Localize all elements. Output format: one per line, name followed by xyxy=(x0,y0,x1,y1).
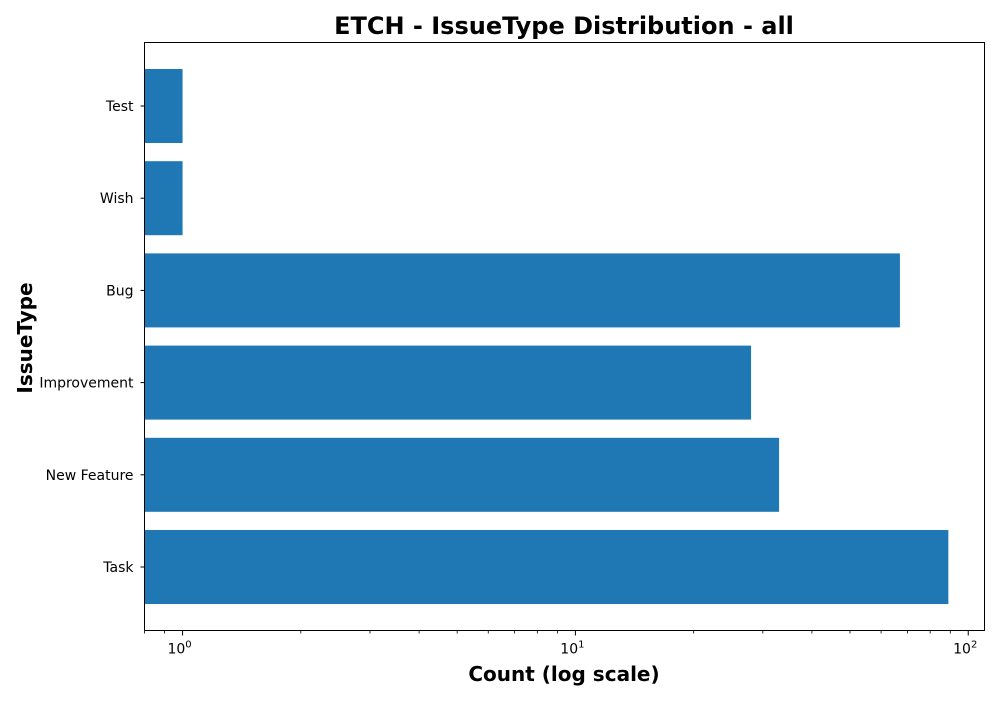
bar-new-feature xyxy=(144,437,780,512)
y-axis-ticks: Test Wish Bug Improvement New Feature Task xyxy=(39,99,145,576)
x-axis-ticks: 100 101 102 xyxy=(144,630,977,658)
y-tick-label: Task xyxy=(102,560,134,576)
y-tick-label: Test xyxy=(105,99,134,115)
chart-title: ETCH - IssueType Distribution - all xyxy=(334,12,794,40)
bar-improvement xyxy=(144,345,752,420)
plot-frame xyxy=(144,42,985,631)
x-tick-label: 101 xyxy=(560,640,584,658)
x-axis-label: Count (log scale) xyxy=(468,662,659,686)
y-tick-label: Improvement xyxy=(39,376,134,392)
x-tick-exponent: 2 xyxy=(971,640,977,651)
y-tick-label: Bug xyxy=(106,283,133,299)
bars xyxy=(144,69,949,604)
y-tick-label: Wish xyxy=(100,191,134,207)
x-tick-base: 10 xyxy=(560,642,578,658)
x-tick-base: 10 xyxy=(953,642,971,658)
y-tick-label: New Feature xyxy=(46,468,134,484)
bar-task xyxy=(144,530,949,604)
x-tick-label: 100 xyxy=(167,640,191,658)
bar-wish xyxy=(144,161,183,236)
bar-test xyxy=(144,69,183,143)
x-tick-exponent: 1 xyxy=(578,640,584,651)
x-tick-label: 102 xyxy=(953,640,977,658)
x-tick-base: 10 xyxy=(167,642,185,658)
y-axis-label: IssueType xyxy=(13,282,37,393)
x-tick-exponent: 0 xyxy=(185,640,191,651)
bar-bug xyxy=(144,253,900,328)
